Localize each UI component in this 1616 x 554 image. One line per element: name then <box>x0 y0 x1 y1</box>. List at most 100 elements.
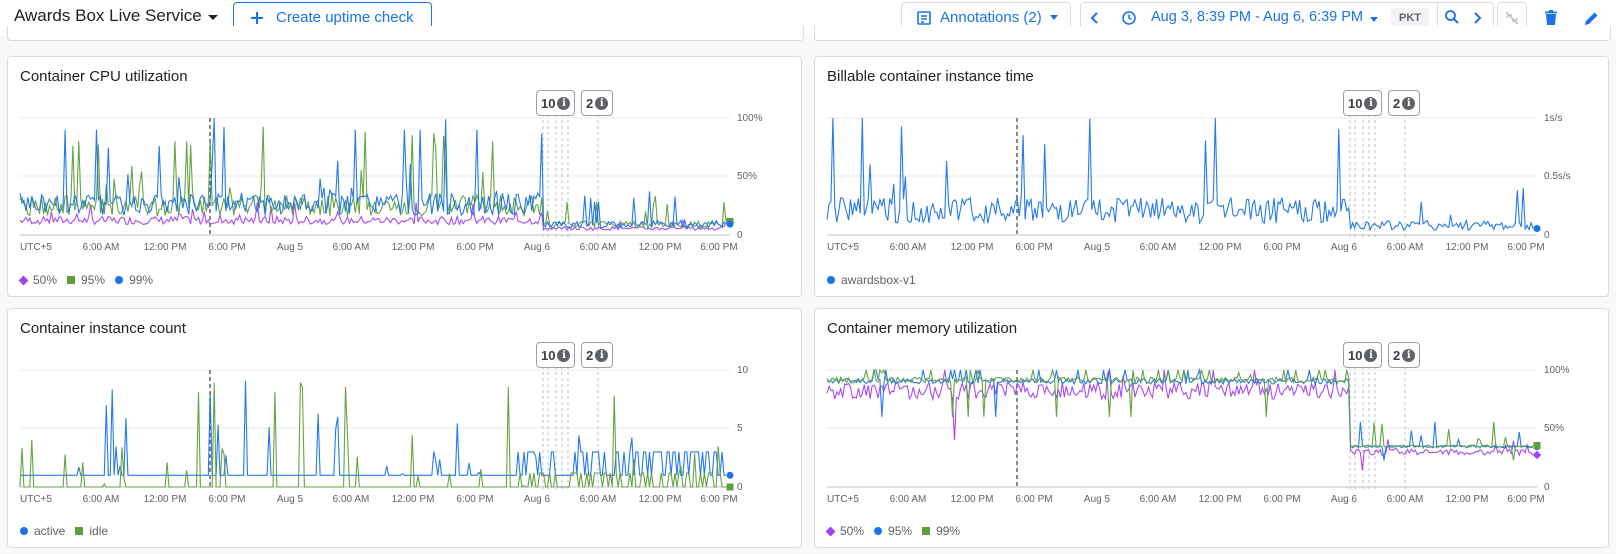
service-selector[interactable]: Awards Box Live Service <box>14 6 218 26</box>
info-icon: i <box>1364 348 1378 362</box>
legend-item[interactable]: 95% <box>874 524 912 538</box>
legend-item[interactable]: awardsbox-v1 <box>827 273 916 287</box>
x-tick-label: 12:00 PM <box>951 242 994 253</box>
chart-panel-memory: Container memory utilization 100% 50% 0 UTC… <box>814 308 1609 548</box>
legend-item[interactable]: 50% <box>825 524 865 538</box>
y-tick-label: 10 <box>737 365 749 376</box>
create-uptime-check-label: Create uptime check <box>276 9 414 26</box>
chart-canvas: 100% 50% 0 UTC+5 6:00 AM 12:00 PM 6:00 PM Aug 5… <box>19 113 763 253</box>
x-tick-label: 6:00 PM <box>1263 242 1300 253</box>
y-tick-label: 100% <box>1544 365 1570 376</box>
annotations-label: Annotations (2) <box>940 9 1042 26</box>
edit-button[interactable] <box>1578 4 1604 32</box>
panel-partial <box>814 26 1611 41</box>
chart-panel-billable-time: Billable container instance time 1s/s 0.5… <box>814 56 1609 297</box>
x-tick-label: Aug 5 <box>277 242 304 253</box>
legend-item[interactable]: idle <box>75 524 108 538</box>
timezone-badge[interactable]: PKT <box>1391 8 1429 28</box>
x-tick-label: 6:00 PM <box>456 494 493 505</box>
x-tick-label: 6:00 AM <box>890 242 927 253</box>
next-range-button[interactable] <box>1469 9 1485 32</box>
x-tick-label: 6:00 AM <box>1140 494 1177 505</box>
y-tick-label: 1s/s <box>1544 113 1562 124</box>
panel-title: Container memory utilization <box>827 320 1018 337</box>
chevron-down-icon[interactable] <box>1370 17 1378 22</box>
legend-item[interactable]: active <box>20 524 65 538</box>
legend-item[interactable]: 50% <box>18 273 58 287</box>
chart-panel-cpu: Container CPU utilization 100% 50% 0 UTC+5 6… <box>7 56 802 297</box>
series-end-marker <box>726 483 734 491</box>
legend-label: 50% <box>33 273 58 287</box>
x-tick-label: 6:00 PM <box>208 242 245 253</box>
y-tick-label: 0 <box>737 482 743 493</box>
x-tick-label: 6:00 AM <box>580 242 617 253</box>
series-line-95% <box>19 126 727 231</box>
legend-label: 99% <box>936 524 961 538</box>
x-tick-label: 12:00 PM <box>144 494 187 505</box>
x-tick-label: 6:00 AM <box>333 494 370 505</box>
chart-legend: active idle <box>20 524 108 538</box>
legend-item[interactable]: 95% <box>67 273 105 287</box>
time-range-value[interactable]: Aug 3, 8:39 PM - Aug 6, 6:39 PM <box>1151 9 1363 25</box>
legend-label: 95% <box>81 273 106 287</box>
annotation-badge[interactable]: 10 i <box>536 342 576 368</box>
clock-icon <box>1121 10 1137 31</box>
x-tick-label: 6:00 AM <box>83 494 120 505</box>
x-tick-label: Aug 5 <box>277 494 304 505</box>
info-icon: i <box>1402 96 1416 110</box>
previous-range-button[interactable] <box>1087 9 1103 32</box>
annotation-count: 10 <box>541 347 556 363</box>
zoom-button[interactable] <box>1443 8 1461 31</box>
series-line-50% <box>826 367 1534 471</box>
x-tick-label: 12:00 PM <box>1199 494 1242 505</box>
legend-item[interactable]: 99% <box>922 524 960 538</box>
annotation-badge[interactable]: 10 i <box>1343 342 1383 368</box>
legend-marker-icon <box>115 276 124 284</box>
y-tick-label: 5 <box>737 423 743 434</box>
x-tick-label: 6:00 AM <box>333 242 370 253</box>
x-tick-label: 12:00 PM <box>1446 494 1489 505</box>
chevron-left-icon <box>1090 12 1098 24</box>
annotation-badge[interactable]: 10 i <box>536 90 576 116</box>
annotation-count: 2 <box>586 347 594 363</box>
legend-label: idle <box>89 524 109 538</box>
series-line-awardsbox-v1 <box>826 117 1534 232</box>
x-tick-label: UTC+5 <box>20 242 52 253</box>
trash-icon <box>1545 10 1557 25</box>
series-end-marker <box>726 220 734 228</box>
notes-icon <box>917 10 931 25</box>
plus-icon <box>251 11 263 24</box>
legend-label: 95% <box>888 524 913 538</box>
x-tick-label: 12:00 PM <box>392 242 435 253</box>
x-tick-label: 12:00 PM <box>639 242 682 253</box>
legend-label: 50% <box>840 524 865 538</box>
x-tick-label: 6:00 PM <box>456 242 493 253</box>
series-end-marker <box>726 471 734 479</box>
y-tick-label: 0 <box>737 230 743 241</box>
annotation-badge[interactable]: 10 i <box>1343 90 1383 116</box>
legend-item[interactable]: 99% <box>115 273 153 287</box>
legend-marker-icon <box>922 527 931 535</box>
x-tick-label: 6:00 PM <box>1015 494 1052 505</box>
x-tick-label: 12:00 PM <box>1446 242 1489 253</box>
x-tick-label: Aug 6 <box>1331 242 1358 253</box>
panel-title: Container instance count <box>20 320 186 337</box>
legend-marker-icon <box>75 527 84 535</box>
series-line-idle <box>19 382 726 488</box>
series-end-marker <box>1532 450 1542 460</box>
panel-title: Billable container instance time <box>827 68 1034 85</box>
x-tick-label: 6:00 PM <box>1015 242 1052 253</box>
panel-partial <box>7 26 804 41</box>
y-tick-label: 100% <box>737 113 763 124</box>
chevron-right-icon <box>1474 12 1482 24</box>
link-off-icon <box>1505 10 1519 25</box>
panel-title: Container CPU utilization <box>20 68 188 85</box>
delete-button[interactable] <box>1538 4 1564 32</box>
series-line-99% <box>826 367 1534 461</box>
x-tick-label: 6:00 PM <box>208 494 245 505</box>
info-icon: i <box>557 348 571 362</box>
